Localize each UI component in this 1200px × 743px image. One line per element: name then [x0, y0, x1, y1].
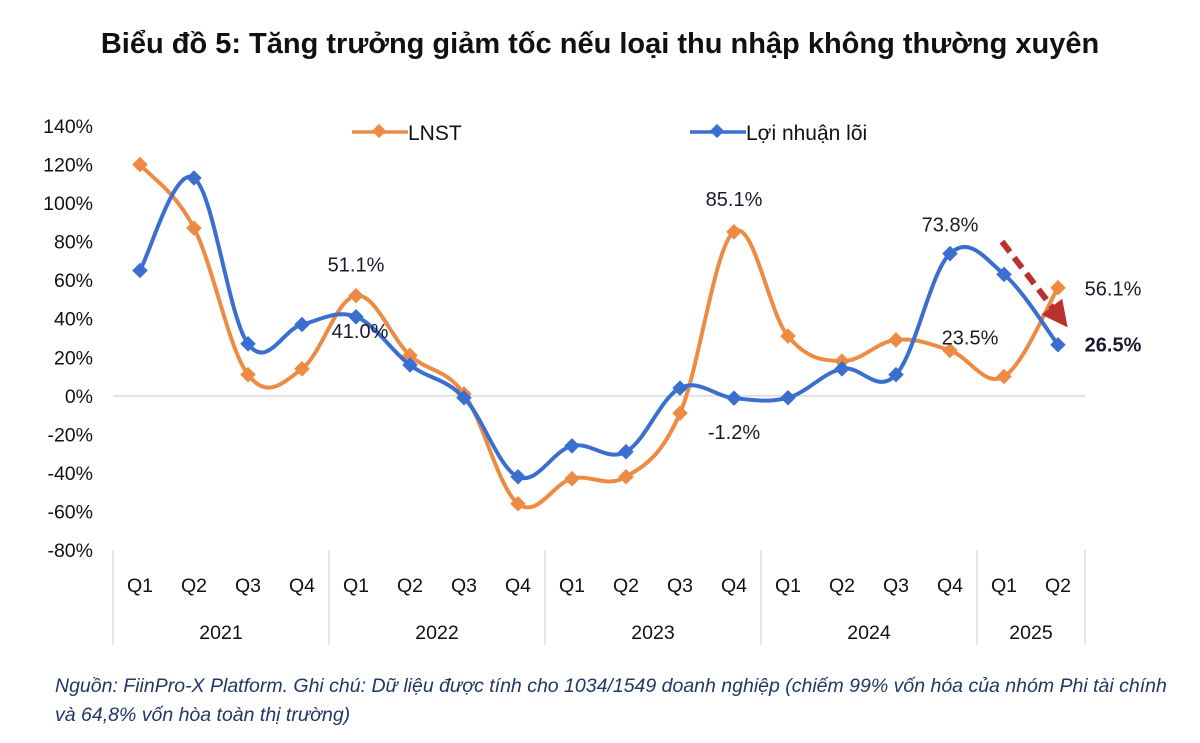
- x-tick-label-quarter: Q3: [667, 575, 693, 597]
- y-tick-label: -40%: [47, 463, 93, 485]
- x-tick-label-quarter: Q1: [127, 575, 153, 597]
- data-label: 23.5%: [942, 328, 999, 350]
- x-axis-ticks: Q1 Q2 Q3 Q4 Q1 Q2 Q3 Q4 Q1 Q2 Q3 Q4 Q1 Q2 Q3 Q4 Q1 Q2 2021…: [127, 575, 1071, 644]
- core-profit-point: [456, 389, 472, 406]
- trend-arrow: [999, 239, 1068, 328]
- legend-lnst-marker: [371, 123, 387, 139]
- core-profit-point: [834, 361, 850, 377]
- x-tick-label-quarter: Q3: [235, 575, 261, 597]
- x-tick-label-quarter: Q1: [991, 575, 1017, 597]
- core-profit-line: [138, 174, 1060, 481]
- core-profit-point: [726, 390, 742, 406]
- lnst-line: [138, 162, 1060, 510]
- y-tick-label: 60%: [54, 270, 93, 292]
- lnst-point: [618, 468, 634, 485]
- lnst-point: [186, 220, 202, 236]
- y-tick-label: -80%: [47, 540, 93, 562]
- lnst-point: [780, 328, 796, 344]
- data-label: 85.1%: [706, 189, 763, 211]
- legend: LNST Lợi nhuận lõi: [352, 122, 867, 145]
- data-label: 51.1%: [328, 255, 385, 277]
- data-label: -1.2%: [708, 422, 760, 444]
- data-label: 56.1%: [1085, 279, 1142, 301]
- lnst-point: [996, 368, 1012, 385]
- axis-lines: [112, 395, 1086, 645]
- y-tick-label: 140%: [43, 116, 93, 138]
- x-tick-label-quarter: Q1: [343, 575, 369, 597]
- lnst-point: [942, 342, 958, 359]
- y-tick-label: 120%: [43, 155, 93, 177]
- data-label: 26.5%: [1085, 335, 1142, 357]
- legend-core-label: Lợi nhuận lõi: [746, 122, 867, 145]
- legend-lnst-label: LNST: [408, 122, 462, 145]
- lnst-point: [348, 287, 364, 304]
- x-tick-label-quarter: Q4: [505, 575, 531, 597]
- y-tick-label: -60%: [47, 501, 93, 523]
- lnst-point: [510, 495, 526, 512]
- y-tick-label: 20%: [54, 347, 93, 369]
- x-tick-label-quarter: Q2: [829, 575, 855, 597]
- x-tick-label-year: 2025: [1009, 622, 1053, 644]
- core-profit-point: [942, 245, 958, 262]
- core-profit-point: [780, 389, 796, 406]
- y-tick-label: 100%: [43, 193, 93, 215]
- core-profit-point: [294, 316, 310, 333]
- core-profit-point: [402, 357, 418, 373]
- series-lines: [132, 156, 1066, 512]
- data-labels: 51.1% 41.0% 85.1% -1.2% 73.8% 23.5% 56.1% 26.5%: [328, 189, 1142, 444]
- lnst-point: [672, 405, 688, 421]
- x-tick-label-quarter: Q4: [289, 575, 315, 597]
- x-tick-label-quarter: Q3: [883, 575, 909, 597]
- trend-arrow-head: [1041, 298, 1068, 328]
- x-tick-label-quarter: Q3: [451, 575, 477, 597]
- source-note: Nguồn: FiinPro-X Platform. Ghi chú: Dữ l…: [55, 675, 1167, 726]
- x-tick-label-quarter: Q2: [181, 575, 207, 597]
- core-profit-point: [132, 262, 148, 279]
- x-tick-label-quarter: Q1: [775, 575, 801, 597]
- data-label: 73.8%: [922, 215, 979, 237]
- x-tick-label-quarter: Q2: [1045, 575, 1071, 597]
- y-tick-label: 40%: [54, 309, 93, 331]
- x-tick-label-quarter: Q4: [721, 575, 747, 597]
- x-tick-label-quarter: Q2: [613, 575, 639, 597]
- chart-title: Biểu đồ 5: Tăng trưởng giảm tốc nếu loại…: [100, 28, 1100, 60]
- core-profit-point: [510, 468, 526, 485]
- y-axis-ticks: -80% -60% -40% -20% 0% 20% 40% 60% 80% 100% 120% 14…: [43, 116, 93, 562]
- y-tick-label: -20%: [47, 424, 93, 446]
- lnst-point: [1050, 279, 1066, 296]
- x-tick-label-year: 2024: [847, 622, 891, 644]
- x-tick-label-quarter: Q2: [397, 575, 423, 597]
- x-tick-label-year: 2023: [631, 622, 674, 644]
- x-tick-label-year: 2022: [415, 622, 458, 644]
- lnst-point: [294, 361, 310, 377]
- x-tick-label-year: 2021: [199, 622, 242, 644]
- y-tick-label: 80%: [54, 232, 93, 254]
- trend-arrow-shaft: [999, 239, 1057, 312]
- legend-core-marker: [709, 123, 725, 139]
- x-tick-label-quarter: Q1: [559, 575, 585, 597]
- y-tick-label: 0%: [65, 386, 93, 408]
- lnst-point: [132, 156, 148, 173]
- x-tick-label-quarter: Q4: [937, 575, 963, 597]
- lnst-point: [888, 332, 904, 348]
- core-profit-point: [672, 380, 688, 396]
- lnst-point: [564, 470, 580, 487]
- data-label: 41.0%: [332, 321, 389, 343]
- core-profit-point: [186, 170, 202, 186]
- core-profit-point: [564, 438, 580, 454]
- core-profit-point: [240, 336, 256, 352]
- lnst-point: [240, 366, 256, 383]
